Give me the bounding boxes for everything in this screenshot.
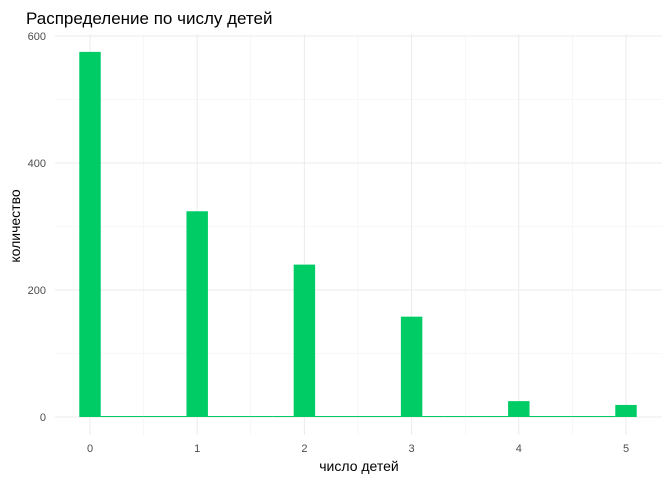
y-tick-label: 0 xyxy=(40,412,46,424)
tick-labels: 0 1 2 3 4 5 0 200 400 600 xyxy=(28,31,629,455)
x-tick-label: 2 xyxy=(301,443,307,455)
histogram-bar xyxy=(486,416,509,417)
histogram-bar xyxy=(272,416,294,417)
histogram-bar xyxy=(165,416,187,417)
histogram-bar xyxy=(379,416,401,417)
histogram-bar xyxy=(229,416,251,417)
histogram-bar xyxy=(79,51,101,417)
y-axis-title: количество xyxy=(7,189,23,263)
histogram-bar xyxy=(529,416,551,417)
grid xyxy=(55,34,662,435)
histogram-bar xyxy=(508,401,530,417)
y-tick-label: 200 xyxy=(28,285,46,297)
histogram-bar xyxy=(358,416,380,417)
x-tick-label: 4 xyxy=(516,443,522,455)
bars xyxy=(79,51,637,417)
histogram-bar xyxy=(207,416,230,417)
histogram-bar xyxy=(122,416,144,417)
histogram-bar xyxy=(250,416,273,417)
histogram-bar xyxy=(315,416,337,417)
histogram-bar xyxy=(593,416,616,417)
histogram-bar xyxy=(400,316,423,417)
chart-title: Распределение по числу детей xyxy=(26,9,272,28)
histogram-bar xyxy=(443,416,466,417)
histogram-bar xyxy=(422,416,444,417)
histogram-bar xyxy=(550,416,573,417)
histogram-bar xyxy=(572,416,594,417)
y-tick-label: 400 xyxy=(28,158,46,170)
histogram-bar xyxy=(336,416,358,417)
histogram-bar xyxy=(186,211,208,417)
x-tick-label: 3 xyxy=(409,443,415,455)
x-tick-label: 1 xyxy=(194,443,200,455)
histogram-bar xyxy=(293,264,316,417)
x-tick-label: 0 xyxy=(87,443,93,455)
y-tick-label: 600 xyxy=(28,31,46,43)
histogram-bar xyxy=(100,416,123,417)
histogram-bar xyxy=(615,404,637,417)
histogram-bar xyxy=(465,416,487,417)
x-axis-title: число детей xyxy=(319,458,398,474)
histogram-bar xyxy=(143,416,166,417)
x-tick-label: 5 xyxy=(623,443,629,455)
